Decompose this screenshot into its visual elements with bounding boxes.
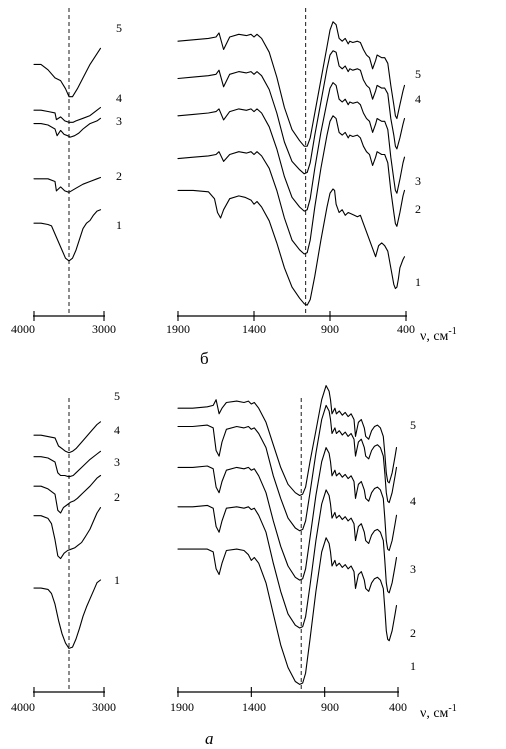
spectrum-curve-5 [177, 385, 398, 497]
curve-label-3: 3 [415, 174, 421, 188]
curve-label-3: 3 [410, 562, 416, 576]
x-tick-label: 400 [397, 322, 415, 336]
unit-exponent: -1 [448, 703, 456, 714]
curve-label-4: 4 [116, 91, 122, 105]
spectrum-curve-3 [177, 447, 398, 581]
spectrum-curve-4 [33, 106, 102, 123]
spectrum-curve-1 [33, 209, 102, 262]
spectrum-curve-2 [177, 115, 406, 255]
spectrum-curve-1 [177, 537, 398, 685]
spectrum-curve-1 [33, 579, 102, 649]
spectrum-curve-3 [33, 117, 102, 138]
curve-label-1: 1 [116, 218, 122, 232]
curve-label-1: 1 [114, 573, 120, 587]
curve-label-5: 5 [114, 389, 120, 403]
x-tick-label: 4000 [11, 700, 35, 714]
curve-label-2: 2 [410, 626, 416, 640]
curve-label-4: 4 [410, 494, 416, 508]
x-tick-label: 3000 [92, 700, 116, 714]
curve-label-2: 2 [116, 169, 122, 183]
x-tick-label: 400 [389, 700, 407, 714]
panel-label-b: б [200, 349, 209, 368]
curve-label-3: 3 [116, 114, 122, 128]
x-tick-label: 1400 [242, 700, 266, 714]
unit-label-bottom: ν, см-1 [420, 703, 457, 721]
curve-label-2: 2 [114, 490, 120, 504]
spectrum-curve-3 [177, 82, 406, 212]
spectrum-curve-4 [177, 50, 406, 175]
spectrum-curve-5 [33, 47, 102, 98]
curve-label-4: 4 [415, 92, 421, 106]
x-tick-label: 1900 [170, 700, 194, 714]
curve-label-1: 1 [410, 659, 416, 673]
x-tick-label: 1900 [166, 322, 190, 336]
spectrum-curve-5 [177, 21, 406, 147]
spectrum-curve-2 [33, 176, 102, 193]
spectrum-curve-4 [33, 450, 102, 478]
spectrum-curve-4 [177, 404, 398, 532]
panel-label-a: а [205, 729, 214, 748]
reference-lines [68, 8, 307, 692]
unit-text: ν, см [420, 329, 449, 344]
x-tick-label: 900 [321, 322, 339, 336]
spectrum-curve-2 [33, 507, 102, 560]
curve-label-3: 3 [114, 455, 120, 469]
unit-exponent: -1 [448, 326, 456, 337]
spectrum-curve-2 [177, 489, 398, 629]
x-tick-label: 3000 [92, 322, 116, 336]
spectrum-curve-1 [177, 188, 406, 306]
curve-label-1: 1 [415, 275, 421, 289]
unit-label-top: ν, см-1 [420, 326, 457, 344]
curve-labels: 5 4 3 2 1 5 4 3 2 1 5 4 3 2 1 5 4 3 2 1 [114, 21, 421, 673]
spectrum-curve-3 [33, 474, 102, 514]
curve-label-5: 5 [410, 418, 416, 432]
spectrum-curves [33, 21, 406, 685]
unit-text: ν, см [420, 706, 449, 721]
x-tick-label: 1400 [242, 322, 266, 336]
x-tick-label: 4000 [11, 322, 35, 336]
spectrum-curve-5 [33, 421, 102, 454]
curve-label-4: 4 [114, 423, 120, 437]
curve-label-5: 5 [415, 67, 421, 81]
curve-label-5: 5 [116, 21, 122, 35]
x-tick-label: 900 [321, 700, 339, 714]
curve-label-2: 2 [415, 202, 421, 216]
